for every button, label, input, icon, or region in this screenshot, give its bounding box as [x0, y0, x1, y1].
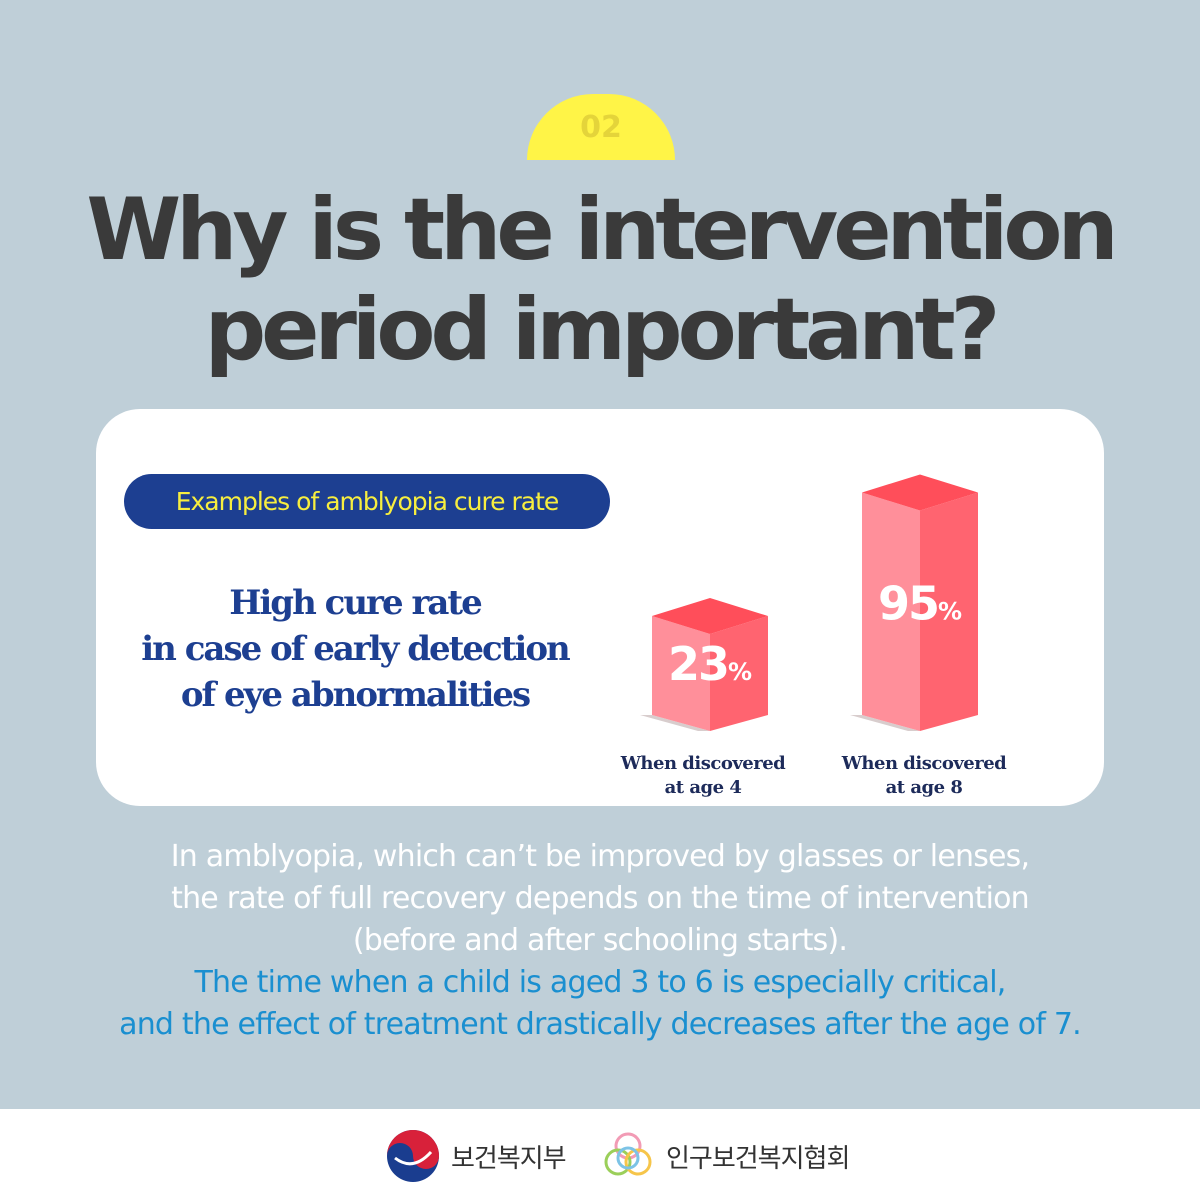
- explanation-line-3: (before and after schooling starts).: [352, 923, 848, 958]
- bar-value-label: 23%: [668, 637, 752, 691]
- subheading-line-3: of eye abnormalities: [180, 675, 531, 715]
- bar-label-age-8: When discovered at age 8: [824, 752, 1024, 800]
- association-emblem-icon: [604, 1132, 652, 1176]
- bar-label-age-4-line-1: When discovered: [620, 753, 786, 774]
- bar-side-face: [710, 616, 768, 731]
- page-title: Why is the intervention period important…: [0, 180, 1200, 380]
- explanation-text: In amblyopia, which can’t be improved by…: [0, 836, 1200, 1046]
- section-pill-label: Examples of amblyopia cure rate: [175, 487, 560, 516]
- bar-label-age-4-line-2: at age 4: [664, 777, 742, 798]
- taegeuk-emblem-icon: [387, 1130, 439, 1182]
- bar-2: 95%: [850, 474, 978, 731]
- explanation-line-2: the rate of full recovery depends on the…: [171, 881, 1030, 916]
- bar-front-face: [862, 492, 920, 731]
- bar-shadow: [850, 715, 920, 731]
- subheading-line-2: in case of early detection: [141, 629, 571, 669]
- bar-front-face: [652, 616, 710, 731]
- bar-top-face: [862, 474, 978, 511]
- ministry-logo-text: 보건복지부: [451, 1143, 567, 1174]
- highlight-line-1: The time when a child is aged 3 to 6 is …: [194, 965, 1006, 1000]
- subheading-line-1: High cure rate: [229, 583, 482, 623]
- bar-value-label: 95%: [878, 577, 962, 631]
- association-logo-text: 인구보건복지협회: [666, 1143, 850, 1174]
- footer-bar: [0, 1109, 1200, 1200]
- bar-label-age-4: When discovered at age 4: [603, 752, 803, 800]
- page-number: 02: [580, 110, 622, 145]
- explanation-line-1: In amblyopia, which can’t be improved by…: [170, 839, 1030, 874]
- bar-side-face: [920, 492, 978, 731]
- bar-top-face: [652, 598, 768, 634]
- card-subheading: High cure rate in case of early detectio…: [105, 580, 605, 718]
- bar-label-age-8-line-1: When discovered: [841, 753, 1007, 774]
- ministry-logo: 보건복지부: [385, 1128, 567, 1184]
- bar-1: 23%: [640, 598, 768, 731]
- page-title-line-1: Why is the intervention: [86, 180, 1118, 280]
- bar-label-age-8-line-2: at age 8: [885, 777, 963, 798]
- section-pill: Examples of amblyopia cure rate: [124, 474, 610, 529]
- bar-shadow: [640, 715, 710, 731]
- highlight-line-2: and the effect of treatment drastically …: [119, 1007, 1082, 1042]
- association-logo: 인구보건복지협회: [600, 1128, 850, 1184]
- page-title-line-2: period important?: [204, 280, 1001, 380]
